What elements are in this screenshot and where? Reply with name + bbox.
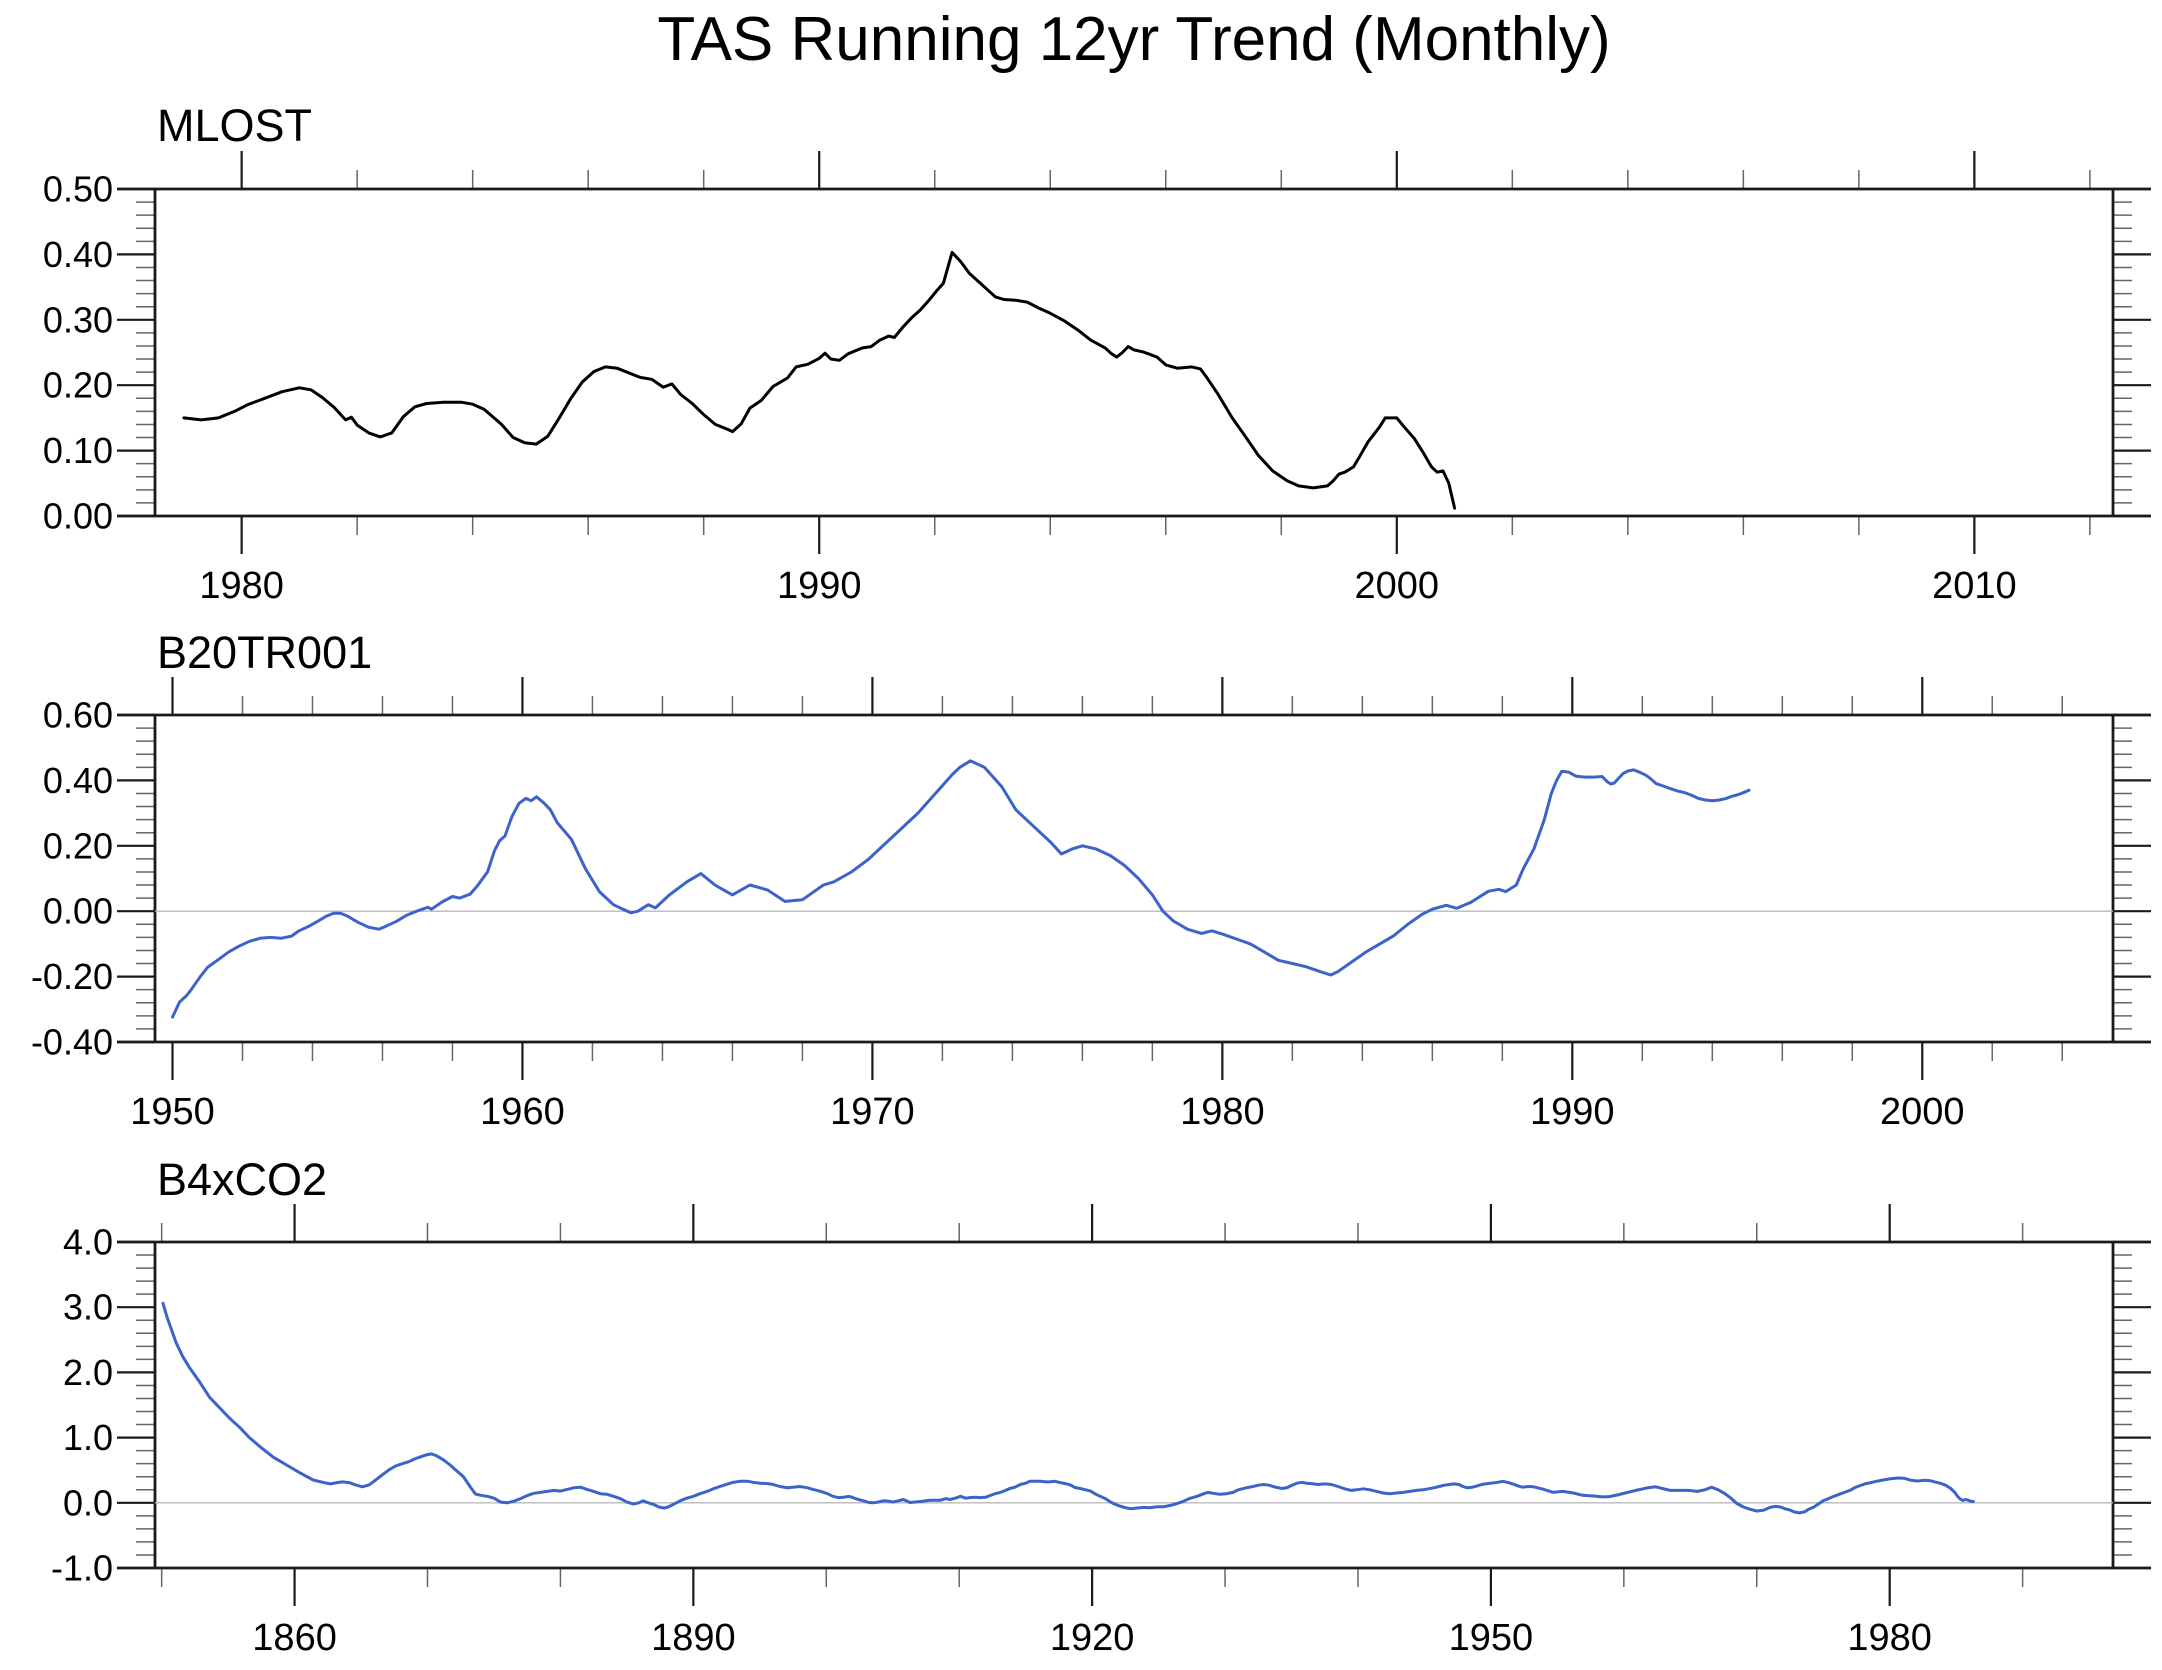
plot-box (117, 1240, 2151, 1570)
x-tick-label: 1990 (777, 565, 862, 607)
minor-ticks (136, 696, 2132, 1061)
panel-title-b20tr001: B20TR001 (157, 627, 373, 678)
y-tick-label: -0.40 (31, 1022, 113, 1063)
y-tick-labels: -1.0 0.0 1.0 2.0 3.0 4.0 (51, 1222, 113, 1589)
major-ticks (117, 151, 2151, 554)
y-tick-label: 0.00 (43, 496, 113, 537)
x-tick-label: 1950 (130, 1091, 215, 1133)
y-tick-labels: 0.00 0.10 0.20 0.30 0.40 0.50 (43, 169, 113, 537)
y-tick-label: 0.20 (43, 365, 113, 406)
major-ticks (117, 1204, 2151, 1606)
y-tick-label: 0.40 (43, 760, 113, 801)
y-tick-label: 0.30 (43, 299, 113, 340)
series-line-b4xco2 (161, 1301, 1975, 1515)
series-line-mlost (182, 250, 1457, 510)
y-tick-label: 0.60 (43, 695, 113, 736)
minor-ticks (136, 170, 2132, 535)
x-tick-label: 1960 (480, 1091, 565, 1133)
y-tick-label: 0.00 (43, 891, 113, 932)
plot-box (117, 713, 2151, 1044)
plot-box (117, 187, 2151, 518)
x-tick-label: 1970 (830, 1091, 915, 1133)
y-tick-label: 0.20 (43, 825, 113, 866)
x-tick-label: 1860 (252, 1617, 337, 1659)
y-tick-label: 0.40 (43, 234, 113, 275)
panel-mlost: 0.00 0.10 0.20 0.30 0.40 0.50 1980 1990 2000 2010 (43, 151, 2151, 607)
x-tick-label: 1950 (1449, 1617, 1534, 1659)
x-tick-label: 1980 (1847, 1617, 1932, 1659)
x-tick-label: 2000 (1355, 565, 1440, 607)
x-tick-labels: 1980 1990 2000 2010 (199, 565, 2016, 607)
y-tick-label: -0.20 (31, 956, 113, 997)
x-tick-labels: 1860 1890 1920 1950 1980 (252, 1617, 1932, 1659)
panel-title-b4xco2: B4xCO2 (157, 1154, 328, 1205)
x-tick-label: 1990 (1530, 1091, 1615, 1133)
x-tick-label: 1890 (651, 1617, 736, 1659)
y-tick-label: -1.0 (51, 1548, 113, 1589)
y-tick-label: 0.10 (43, 430, 113, 471)
y-tick-label: 1.0 (63, 1417, 113, 1458)
y-tick-labels: -0.40 -0.20 0.00 0.20 0.40 0.60 (31, 695, 113, 1063)
x-tick-label: 1980 (199, 565, 284, 607)
x-tick-label: 1980 (1180, 1091, 1265, 1133)
series-line-b20tr001 (171, 759, 1751, 1019)
y-tick-label: 3.0 (63, 1287, 113, 1328)
y-tick-label: 0.50 (43, 169, 113, 210)
x-tick-label: 2010 (1932, 565, 2017, 607)
panel-title-mlost: MLOST (157, 100, 313, 151)
y-tick-label: 4.0 (63, 1222, 113, 1263)
x-tick-label: 1920 (1050, 1617, 1135, 1659)
y-tick-label: 2.0 (63, 1352, 113, 1393)
minor-ticks (136, 1223, 2132, 1587)
figure-title: TAS Running 12yr Trend (Monthly) (657, 5, 1611, 74)
x-tick-label: 2000 (1880, 1091, 1965, 1133)
major-ticks (117, 677, 2151, 1080)
y-tick-label: 0.0 (63, 1482, 113, 1523)
x-tick-labels: 1950 1960 1970 1980 1990 2000 (130, 1091, 1964, 1133)
panel-b4xco2: -1.0 0.0 1.0 2.0 3.0 4.0 1860 1890 1920 1950 1980 (51, 1204, 2151, 1659)
